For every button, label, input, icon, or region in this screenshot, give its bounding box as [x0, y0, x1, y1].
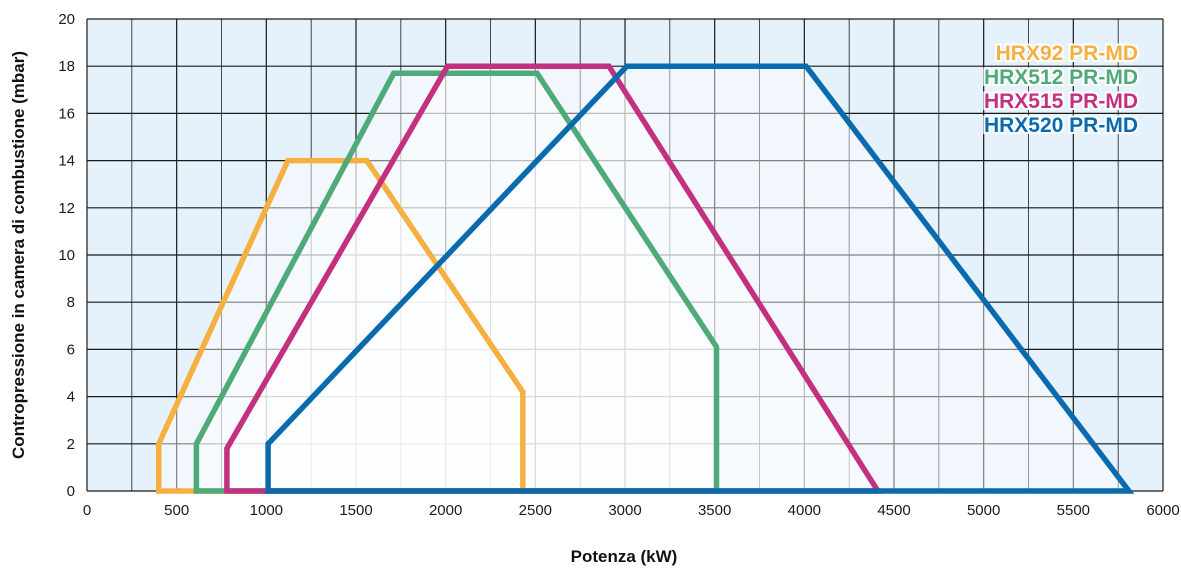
legend-item: HRX512 PR-MD — [984, 66, 1138, 89]
x-tick-label: 5000 — [967, 502, 1000, 519]
x-tick-label: 1000 — [250, 502, 283, 519]
y-tick-label: 20 — [58, 11, 75, 28]
y-tick-label: 4 — [67, 389, 75, 406]
x-axis: 0 500 1000 1500 2000 2500 3000 3500 4000 4500 5000… — [83, 502, 1180, 519]
x-tick-label: 5500 — [1057, 502, 1090, 519]
y-tick-label: 14 — [58, 153, 75, 170]
legend-item: HRX92 PR-MD — [996, 42, 1138, 65]
y-tick-label: 8 — [67, 294, 75, 311]
legend-item: HRX515 PR-MD — [984, 90, 1138, 113]
x-tick-label: 3000 — [608, 502, 641, 519]
y-tick-label: 12 — [58, 200, 75, 217]
y-axis-label: Contropressione in camera di combustione… — [9, 51, 28, 459]
x-tick-label: 0 — [83, 502, 91, 519]
x-tick-label: 6000 — [1146, 502, 1179, 519]
x-tick-label: 2500 — [519, 502, 552, 519]
x-tick-label: 2000 — [429, 502, 462, 519]
series-fill-1 — [196, 73, 717, 492]
y-tick-label: 10 — [58, 247, 75, 264]
x-tick-label: 4500 — [877, 502, 910, 519]
series-line-3 — [265, 63, 1135, 494]
series-fill-3 — [268, 66, 1129, 491]
y-tick-label: 0 — [67, 483, 75, 500]
x-axis-label: Potenza (kW) — [571, 547, 678, 566]
y-tick-label: 18 — [58, 58, 75, 75]
y-tick-label: 2 — [67, 436, 75, 453]
series-lines — [155, 63, 1135, 494]
x-tick-label: 4000 — [788, 502, 821, 519]
legend-item: HRX520 PR-MD — [984, 114, 1138, 137]
y-axis: 0 2 4 6 8 10 12 14 16 18 20 — [58, 11, 75, 500]
x-tick-label: 3500 — [698, 502, 731, 519]
y-tick-label: 16 — [58, 105, 75, 122]
x-tick-label: 500 — [164, 502, 189, 519]
y-tick-label: 6 — [67, 341, 75, 358]
x-tick-label: 1500 — [339, 502, 372, 519]
